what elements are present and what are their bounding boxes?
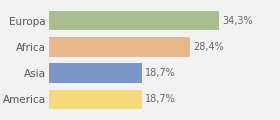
Bar [49,37,190,57]
Text: 28,4%: 28,4% [193,42,223,52]
Text: 18,7%: 18,7% [144,94,175,105]
Text: 34,3%: 34,3% [222,15,253,26]
Text: 18,7%: 18,7% [144,68,175,78]
Bar [49,63,142,83]
Bar [49,11,219,30]
Bar [49,90,142,109]
